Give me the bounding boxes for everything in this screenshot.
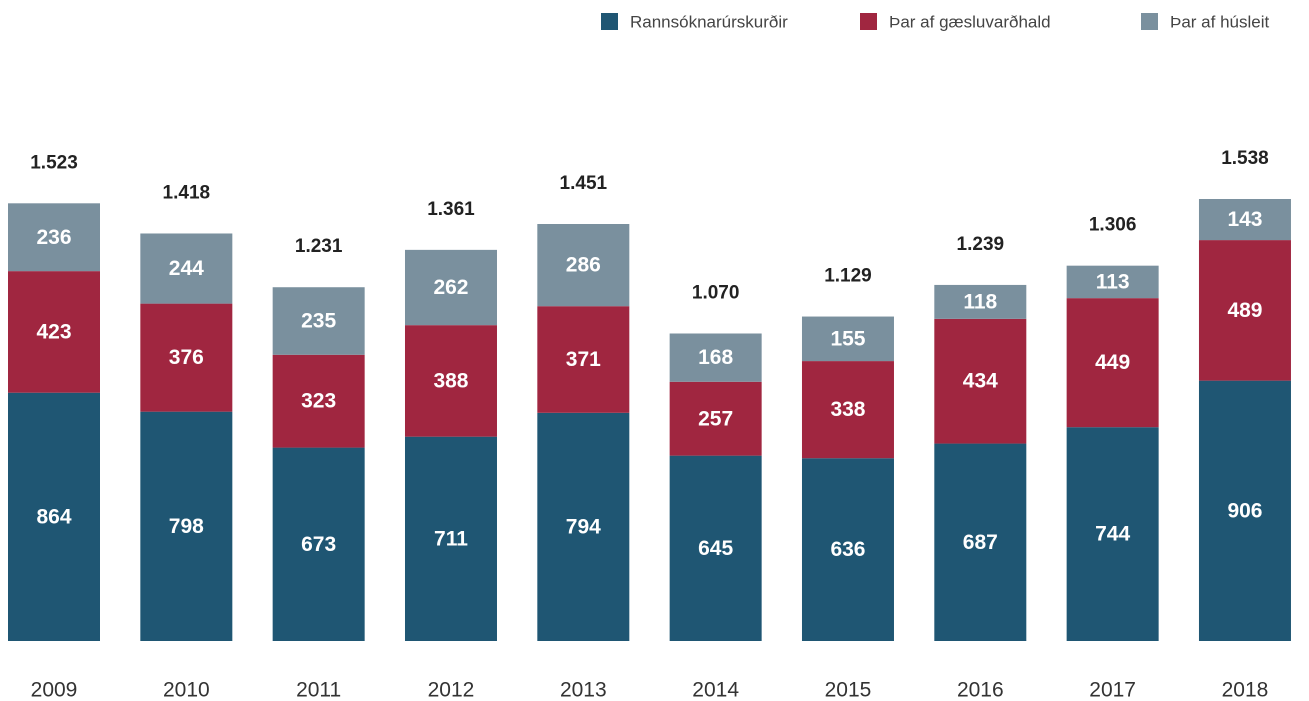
bar-segment: [272, 354, 365, 448]
x-tick-label: 2012: [428, 679, 475, 701]
total-label: 1.451: [560, 173, 608, 194]
segment-label: 376: [169, 346, 204, 369]
bar-segment: [140, 411, 233, 641]
bar-segment: [404, 325, 497, 437]
segment-label: 113: [1096, 270, 1130, 293]
total-label: 1.070: [692, 283, 740, 304]
x-tick-label: 2011: [296, 679, 341, 701]
segment-label: 423: [36, 320, 71, 343]
bar-segment: [404, 249, 497, 326]
bar-segment: [8, 392, 100, 641]
x-tick-label: 2016: [957, 679, 1004, 701]
legend-swatch: [860, 13, 877, 30]
total-label: 1.361: [427, 199, 475, 220]
bar-segment: [272, 447, 365, 641]
legend-label: Þar af gæsluvarðhald: [889, 12, 1051, 31]
segment-label: 371: [566, 348, 601, 371]
total-label: 1.231: [295, 236, 343, 257]
bar-segment: [669, 381, 762, 456]
bar-segment: [1066, 427, 1159, 641]
segment-label: 338: [830, 398, 865, 421]
bar-segment: [8, 203, 100, 272]
segment-label: 155: [830, 327, 865, 350]
bar-segment: [934, 284, 1027, 319]
legend-swatch: [601, 13, 618, 30]
bar-segment: [537, 306, 630, 413]
segment-label: 449: [1095, 351, 1130, 374]
segment-label: 711: [434, 527, 468, 550]
total-label: 1.239: [957, 234, 1005, 255]
bar-segment: [801, 361, 894, 459]
segment-label: 794: [566, 515, 601, 538]
segment-label: 489: [1227, 299, 1262, 322]
segment-label: 744: [1095, 523, 1130, 546]
bar-segment: [537, 224, 630, 307]
x-tick-label: 2013: [560, 679, 607, 701]
segment-label: 906: [1227, 499, 1262, 522]
bar-segment: [404, 436, 497, 641]
bar-segment: [801, 458, 894, 641]
x-tick-label: 2015: [825, 679, 872, 701]
segment-label: 388: [433, 369, 468, 392]
bar-segment: [272, 287, 365, 355]
segment-label: 143: [1227, 208, 1262, 231]
total-label: 1.523: [30, 152, 78, 173]
x-tick-label: 2009: [31, 679, 78, 701]
bar-segment: [1066, 298, 1159, 428]
total-label: 1.418: [163, 183, 211, 204]
segment-label: 118: [963, 290, 997, 313]
segment-label: 636: [830, 538, 865, 561]
segment-label: 235: [301, 310, 336, 333]
legend-label: Rannsóknarúrskurðir: [630, 12, 788, 31]
segment-label: 687: [963, 531, 998, 554]
bar-segment: [669, 455, 762, 641]
bar-segment: [934, 443, 1027, 641]
total-label: 1.129: [824, 266, 872, 287]
segment-label: 673: [301, 533, 336, 556]
segment-label: 434: [963, 370, 998, 393]
legend-label: Þar af húsleit: [1170, 12, 1269, 31]
bar-segment: [669, 333, 762, 382]
segment-label: 168: [698, 346, 733, 369]
bar-segment: [140, 233, 233, 304]
total-label: 1.306: [1089, 215, 1137, 236]
bar-segment: [934, 318, 1027, 444]
bar-segment: [1198, 199, 1291, 241]
segment-label: 236: [36, 226, 71, 249]
segment-label: 244: [169, 257, 204, 280]
segment-label: 864: [36, 505, 71, 528]
segment-label: 257: [698, 407, 733, 430]
segment-label: 262: [433, 276, 468, 299]
bar-segment: [1198, 380, 1291, 641]
x-tick-label: 2010: [163, 679, 210, 701]
bar-segment: [140, 303, 233, 412]
legend-swatch: [1141, 13, 1158, 30]
segment-label: 286: [566, 254, 601, 277]
segment-label: 645: [698, 537, 733, 560]
bar-segment: [1066, 265, 1159, 299]
total-label: 1.538: [1221, 148, 1269, 169]
bar-segment: [537, 412, 630, 641]
bar-segment: [1198, 240, 1291, 381]
x-tick-label: 2018: [1222, 679, 1269, 701]
x-tick-label: 2017: [1089, 679, 1136, 701]
segment-label: 798: [169, 515, 204, 538]
bar-segment: [8, 271, 100, 393]
x-tick-label: 2014: [692, 679, 739, 701]
bar-segment: [801, 316, 894, 362]
segment-label: 323: [301, 390, 336, 413]
